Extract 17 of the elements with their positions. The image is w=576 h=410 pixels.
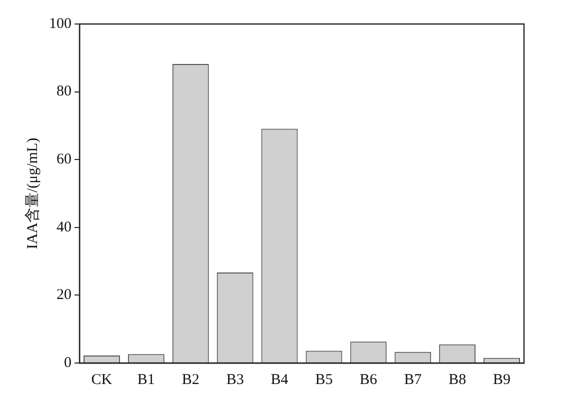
x-tick-label: B5 bbox=[315, 372, 333, 388]
x-tick-label: B8 bbox=[448, 372, 466, 388]
y-axis-title: IAA含量/(μg/mL) bbox=[24, 138, 41, 250]
x-tick-label: CK bbox=[91, 372, 112, 388]
y-tick-label: 80 bbox=[56, 84, 72, 100]
y-tick-label: 60 bbox=[56, 152, 72, 168]
x-tick-label: B1 bbox=[137, 372, 155, 388]
y-tick-label: 100 bbox=[49, 16, 72, 32]
x-tick-label: B2 bbox=[182, 372, 200, 388]
x-tick-label: B3 bbox=[226, 372, 244, 388]
x-tick-label: B6 bbox=[360, 372, 378, 388]
y-tick-label: 40 bbox=[56, 219, 72, 236]
x-tick-label: B9 bbox=[493, 372, 511, 388]
y-tick-label: 0 bbox=[64, 354, 72, 371]
x-tick-label: B4 bbox=[270, 372, 289, 388]
y-tick-label: 20 bbox=[56, 287, 72, 304]
x-tick-label: B7 bbox=[404, 372, 422, 388]
